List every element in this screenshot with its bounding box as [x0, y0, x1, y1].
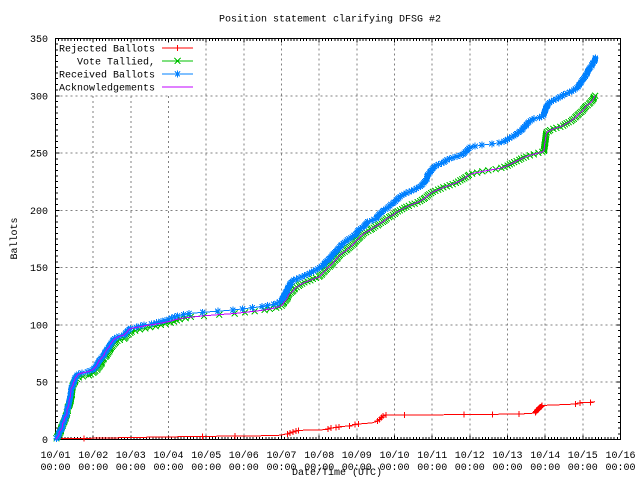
svg-text:00:00: 00:00 — [40, 463, 70, 474]
svg-text:10/08: 10/08 — [304, 450, 334, 462]
svg-text:10/10: 10/10 — [379, 450, 409, 462]
svg-text:00:00: 00:00 — [229, 463, 259, 474]
svg-text:10/03: 10/03 — [116, 450, 146, 462]
svg-text:00:00: 00:00 — [304, 463, 334, 474]
svg-text:00:00: 00:00 — [153, 463, 183, 474]
svg-text:200: 200 — [30, 207, 48, 218]
svg-text:100: 100 — [30, 321, 48, 332]
svg-text:Vote Tallied,: Vote Tallied, — [77, 57, 155, 69]
svg-text:Acknowledgements: Acknowledgements — [59, 83, 155, 95]
svg-text:10/02: 10/02 — [78, 450, 108, 462]
svg-text:00:00: 00:00 — [568, 463, 598, 474]
svg-text:Position statement clarifying: Position statement clarifying DFSG #2 — [219, 14, 441, 26]
svg-text:50: 50 — [36, 379, 48, 390]
svg-text:00:00: 00:00 — [342, 463, 372, 474]
svg-text:10/09: 10/09 — [342, 450, 372, 462]
svg-text:00:00: 00:00 — [605, 463, 635, 474]
svg-text:350: 350 — [30, 35, 48, 46]
svg-text:250: 250 — [30, 150, 48, 161]
svg-text:Date/Time (UTC): Date/Time (UTC) — [292, 467, 382, 479]
svg-text:Ballots: Ballots — [9, 217, 21, 259]
svg-text:00:00: 00:00 — [417, 463, 447, 474]
svg-text:00:00: 00:00 — [455, 463, 485, 474]
svg-text:10/06: 10/06 — [229, 450, 259, 462]
svg-text:10/07: 10/07 — [266, 450, 296, 462]
svg-text:10/11: 10/11 — [417, 450, 447, 462]
svg-text:00:00: 00:00 — [266, 463, 296, 474]
svg-text:10/13: 10/13 — [492, 450, 522, 462]
svg-text:10/04: 10/04 — [153, 450, 183, 462]
svg-text:150: 150 — [30, 264, 48, 275]
svg-text:10/14: 10/14 — [530, 450, 560, 462]
svg-text:10/15: 10/15 — [568, 450, 598, 462]
svg-text:300: 300 — [30, 92, 48, 103]
svg-text:10/01: 10/01 — [40, 450, 70, 462]
svg-text:00:00: 00:00 — [530, 463, 560, 474]
svg-text:00:00: 00:00 — [191, 463, 221, 474]
svg-text:00:00: 00:00 — [379, 463, 409, 474]
svg-text:Rejected Ballots: Rejected Ballots — [59, 44, 155, 56]
svg-text:0: 0 — [42, 436, 48, 447]
svg-text:10/05: 10/05 — [191, 450, 221, 462]
svg-text:Received Ballots: Received Ballots — [59, 70, 155, 82]
svg-text:00:00: 00:00 — [492, 463, 522, 474]
svg-text:00:00: 00:00 — [78, 463, 108, 474]
svg-text:10/12: 10/12 — [455, 450, 485, 462]
svg-text:00:00: 00:00 — [116, 463, 146, 474]
svg-text:10/16: 10/16 — [605, 450, 635, 462]
